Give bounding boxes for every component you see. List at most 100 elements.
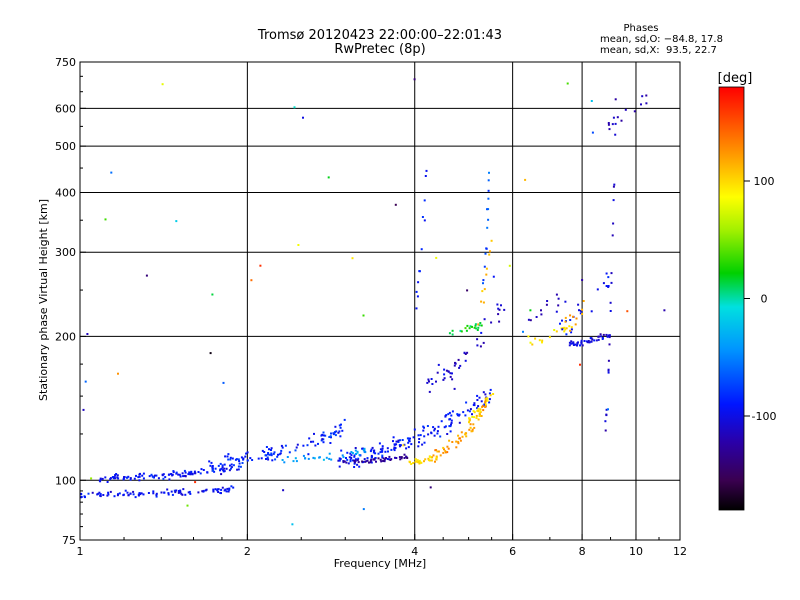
data-point — [570, 328, 573, 331]
data-point — [569, 319, 572, 321]
data-point — [302, 116, 304, 119]
data-point — [403, 457, 406, 459]
data-point — [141, 474, 144, 477]
x-tick-label: 6 — [509, 545, 516, 558]
y-axis-label: Stationary phase Virtual Height [km] — [37, 199, 50, 401]
data-point — [607, 359, 610, 362]
data-point — [460, 330, 463, 333]
data-point — [163, 491, 166, 494]
data-point — [436, 432, 439, 435]
data-point — [330, 436, 332, 439]
data-point — [293, 106, 296, 109]
data-point — [211, 293, 214, 296]
data-point — [446, 433, 449, 435]
data-point — [363, 447, 366, 450]
data-point — [214, 467, 217, 470]
data-point — [245, 452, 248, 455]
data-point — [418, 441, 420, 444]
data-point — [177, 473, 180, 476]
data-point — [457, 434, 460, 437]
data-point — [295, 460, 298, 463]
colorbar-gradient — [718, 86, 745, 511]
data-point — [381, 456, 384, 459]
data-point — [473, 411, 476, 414]
data-point — [348, 456, 351, 459]
data-point — [104, 218, 107, 221]
data-point — [482, 279, 485, 282]
data-point — [177, 491, 180, 494]
data-point — [450, 419, 453, 422]
data-point — [220, 467, 223, 470]
colorbar-tick-label: 0 — [761, 293, 768, 306]
data-point — [442, 451, 445, 454]
data-point — [219, 492, 222, 494]
data-point — [484, 400, 487, 403]
data-point — [466, 289, 469, 292]
data-point — [227, 453, 230, 456]
data-point — [330, 458, 333, 461]
data-point — [234, 458, 237, 461]
data-point — [593, 339, 596, 342]
data-point — [579, 344, 581, 347]
data-point — [607, 122, 610, 124]
data-point — [433, 427, 436, 430]
data-point — [219, 468, 222, 471]
data-point — [527, 335, 530, 338]
data-point — [107, 493, 110, 496]
data-point — [468, 419, 471, 422]
data-point — [346, 458, 349, 461]
data-point — [605, 285, 608, 287]
data-point — [459, 439, 462, 442]
data-point — [483, 318, 486, 321]
data-point — [427, 433, 430, 436]
data-point — [435, 455, 438, 458]
data-point — [211, 465, 214, 467]
data-point — [201, 490, 204, 493]
data-point — [370, 458, 373, 461]
data-point — [161, 473, 164, 476]
data-point — [483, 288, 486, 291]
data-point — [232, 486, 235, 489]
data-point — [477, 326, 480, 329]
data-point — [242, 458, 245, 461]
data-point — [230, 463, 233, 466]
data-point — [310, 440, 312, 443]
data-point — [219, 462, 222, 465]
data-point — [475, 327, 478, 330]
data-point — [353, 466, 356, 468]
data-point — [206, 471, 209, 474]
data-point — [489, 394, 492, 397]
data-point — [437, 425, 440, 428]
data-point — [602, 282, 605, 285]
data-point — [271, 459, 274, 462]
data-point — [322, 434, 325, 437]
data-point — [225, 467, 228, 470]
data-point — [371, 446, 374, 449]
data-point — [173, 489, 176, 492]
phase-stats-title: Phases — [623, 23, 658, 34]
data-point — [142, 477, 145, 480]
y-tick-label: 600 — [55, 102, 76, 115]
data-point — [640, 103, 642, 106]
data-point — [99, 495, 102, 498]
data-point — [224, 488, 227, 491]
data-point — [484, 397, 487, 400]
data-point — [340, 449, 343, 452]
data-point — [379, 448, 382, 451]
plot-border — [79, 61, 681, 541]
data-point — [447, 370, 450, 373]
data-point — [464, 433, 467, 436]
data-point — [260, 457, 263, 460]
data-point — [483, 403, 486, 406]
colorbar-ticks: 100 0 -100 — [744, 175, 776, 423]
data-point — [431, 383, 434, 385]
data-point — [458, 421, 461, 424]
data-point — [607, 285, 610, 287]
data-point — [487, 189, 490, 192]
data-point — [607, 368, 610, 371]
data-point — [555, 330, 558, 333]
colorbar: [deg] 100 0 -100 — [718, 71, 776, 511]
data-point — [487, 218, 490, 221]
data-point — [161, 83, 164, 86]
y-tick-label: 500 — [55, 140, 76, 153]
